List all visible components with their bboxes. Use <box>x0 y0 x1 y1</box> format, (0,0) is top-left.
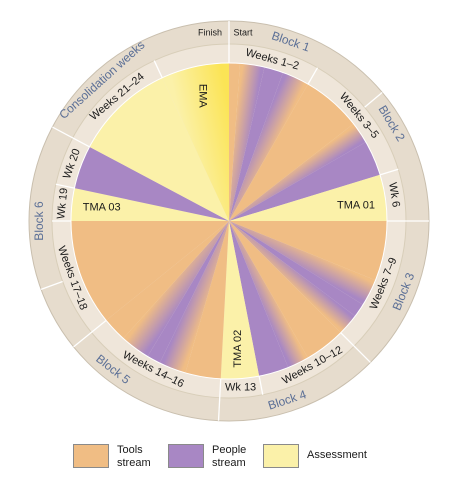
sector-w19-people <box>74 146 229 221</box>
ring-divider-11 <box>153 60 163 79</box>
ring-divider-4 <box>340 332 371 363</box>
sector-w7-blend-b <box>229 221 356 333</box>
sector-w17-tools <box>71 221 229 321</box>
assessment-swatch <box>263 444 299 468</box>
sector-w1-people <box>229 67 284 221</box>
sector-w10-tools <box>229 221 341 358</box>
sector-w14-people <box>147 221 229 364</box>
sector-w3-tools <box>229 84 354 221</box>
legend: Tools stream People stream Assessment <box>0 444 450 480</box>
divider-lines <box>40 21 429 421</box>
sector-w1-blend-b <box>229 72 308 221</box>
sector-w14-tools <box>185 221 229 379</box>
sector-w21-assessment <box>89 77 230 221</box>
people-legend-label: People stream <box>212 444 247 469</box>
tools-legend-label: Tools stream <box>117 444 151 469</box>
inner-circle-edge <box>70 62 388 380</box>
tma-02-label: TMA 02 <box>232 330 244 368</box>
legend-item-people: People stream <box>168 444 272 470</box>
tma-03-label: TMA 03 <box>83 202 121 214</box>
sector-w7-blend-a <box>229 221 376 305</box>
people-swatch <box>168 444 204 468</box>
week-13-label: Wk 13 <box>225 382 256 394</box>
sector-w14-blend-b <box>123 221 229 357</box>
block-divider-1 <box>40 280 63 291</box>
ring-divider-2 <box>379 168 399 176</box>
ring-divider-9 <box>55 183 75 189</box>
block-divider-0 <box>364 91 383 108</box>
stream-sectors <box>71 62 387 379</box>
ema-label: EMA <box>196 84 208 109</box>
sector-w7-people <box>229 221 363 317</box>
sector-w1-blend-a <box>229 63 265 221</box>
sector-w1-tools <box>229 62 241 222</box>
sector-tma03 <box>71 188 229 221</box>
sector-w10-blend <box>229 221 308 368</box>
tools-swatch <box>73 444 109 468</box>
finish-label: Finish <box>198 27 222 37</box>
sector-w3-people <box>229 142 381 221</box>
course-wheel-diagram: Finish Start Block 1 Block 2 Block 3 Blo… <box>28 20 430 422</box>
sector-w3-blend <box>229 123 366 221</box>
sector-w7-tools <box>229 221 387 281</box>
ring-divider-5 <box>258 375 264 395</box>
legend-item-assessment: Assessment <box>263 444 367 468</box>
sector-w14-blend-a <box>159 221 229 373</box>
sector-tma02 <box>220 221 260 379</box>
ring-divider-7 <box>73 319 107 348</box>
sector-w14-tools-b <box>106 221 229 339</box>
ring-divider-6 <box>217 378 222 421</box>
start-label: Start <box>233 27 253 37</box>
assessment-legend-label: Assessment <box>307 449 367 461</box>
sector-tma01 <box>229 174 387 221</box>
ring-divider-1 <box>307 67 319 85</box>
ring-divider-10 <box>52 126 90 148</box>
sector-ema <box>162 63 229 221</box>
week-19-label: Wk 19 <box>55 187 70 219</box>
tma-01-label: TMA 01 <box>337 199 375 211</box>
block-6-label: Block 6 <box>32 201 46 241</box>
week-6-label: Wk 6 <box>386 182 402 209</box>
legend-item-tools: Tools stream <box>73 444 177 470</box>
sector-w10-people <box>229 221 289 377</box>
